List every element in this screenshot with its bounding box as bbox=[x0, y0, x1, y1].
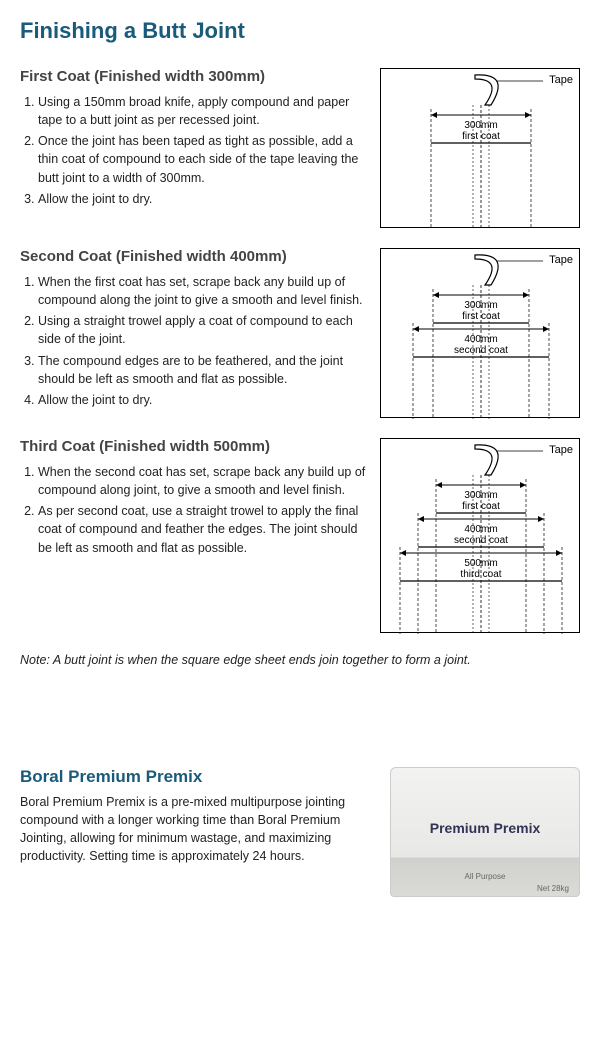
svg-text:300mm: 300mm bbox=[464, 120, 497, 131]
step-item: When the first coat has set, scrape back… bbox=[38, 273, 368, 309]
step-item: Allow the joint to dry. bbox=[38, 190, 368, 208]
coat-diagram: Tape 300mmfirst coat 400mmsecond coat 500mm… bbox=[380, 438, 580, 633]
product-title: Boral Premium Premix bbox=[20, 767, 374, 787]
svg-text:second coat: second coat bbox=[454, 535, 508, 546]
svg-text:Tape: Tape bbox=[549, 444, 573, 456]
step-item: Using a 150mm broad knife, apply compoun… bbox=[38, 93, 368, 129]
product-image-label: Premium Premix bbox=[430, 820, 541, 836]
coat-diagram: Tape 300mmfirst coat bbox=[380, 68, 580, 228]
svg-text:300mm: 300mm bbox=[464, 490, 497, 501]
section-title: Third Coat (Finished width 500mm) bbox=[20, 438, 368, 455]
section-title: First Coat (Finished width 300mm) bbox=[20, 68, 368, 85]
step-list: Using a 150mm broad knife, apply compoun… bbox=[20, 93, 368, 208]
svg-text:third coat: third coat bbox=[460, 569, 501, 580]
step-list: When the second coat has set, scrape bac… bbox=[20, 463, 368, 557]
svg-text:second coat: second coat bbox=[454, 345, 508, 356]
svg-text:first coat: first coat bbox=[462, 311, 500, 322]
svg-text:Tape: Tape bbox=[549, 254, 573, 266]
product-section: Boral Premium Premix Boral Premium Premi… bbox=[20, 767, 580, 897]
svg-text:300mm: 300mm bbox=[464, 300, 497, 311]
svg-text:first coat: first coat bbox=[462, 501, 500, 512]
svg-text:400mm: 400mm bbox=[464, 524, 497, 535]
product-image: Premium Premix All Purpose Net 28kg bbox=[390, 767, 580, 897]
step-item: Allow the joint to dry. bbox=[38, 391, 368, 409]
step-item: Using a straight trowel apply a coat of … bbox=[38, 312, 368, 348]
note-text: Note: A butt joint is when the square ed… bbox=[20, 653, 580, 667]
section-title: Second Coat (Finished width 400mm) bbox=[20, 248, 368, 265]
coat-diagram: Tape 300mmfirst coat 400mmsecond coat bbox=[380, 248, 580, 418]
step-item: When the second coat has set, scrape bac… bbox=[38, 463, 368, 499]
coat-section: Second Coat (Finished width 400mm) When t… bbox=[20, 248, 580, 418]
step-item: The compound edges are to be feathered, … bbox=[38, 352, 368, 388]
step-list: When the first coat has set, scrape back… bbox=[20, 273, 368, 409]
svg-text:400mm: 400mm bbox=[464, 334, 497, 345]
svg-text:first coat: first coat bbox=[462, 131, 500, 142]
page-title: Finishing a Butt Joint bbox=[20, 18, 580, 44]
coat-section: Third Coat (Finished width 500mm) When th… bbox=[20, 438, 580, 633]
svg-text:Tape: Tape bbox=[549, 74, 573, 86]
svg-text:500mm: 500mm bbox=[464, 558, 497, 569]
product-desc: Boral Premium Premix is a pre-mixed mult… bbox=[20, 793, 374, 866]
coat-section: First Coat (Finished width 300mm) Using a… bbox=[20, 68, 580, 228]
product-image-sub: All Purpose bbox=[465, 872, 506, 881]
step-item: Once the joint has been taped as tight a… bbox=[38, 132, 368, 186]
step-item: As per second coat, use a straight trowe… bbox=[38, 502, 368, 556]
product-image-weight: Net 28kg bbox=[537, 884, 569, 893]
